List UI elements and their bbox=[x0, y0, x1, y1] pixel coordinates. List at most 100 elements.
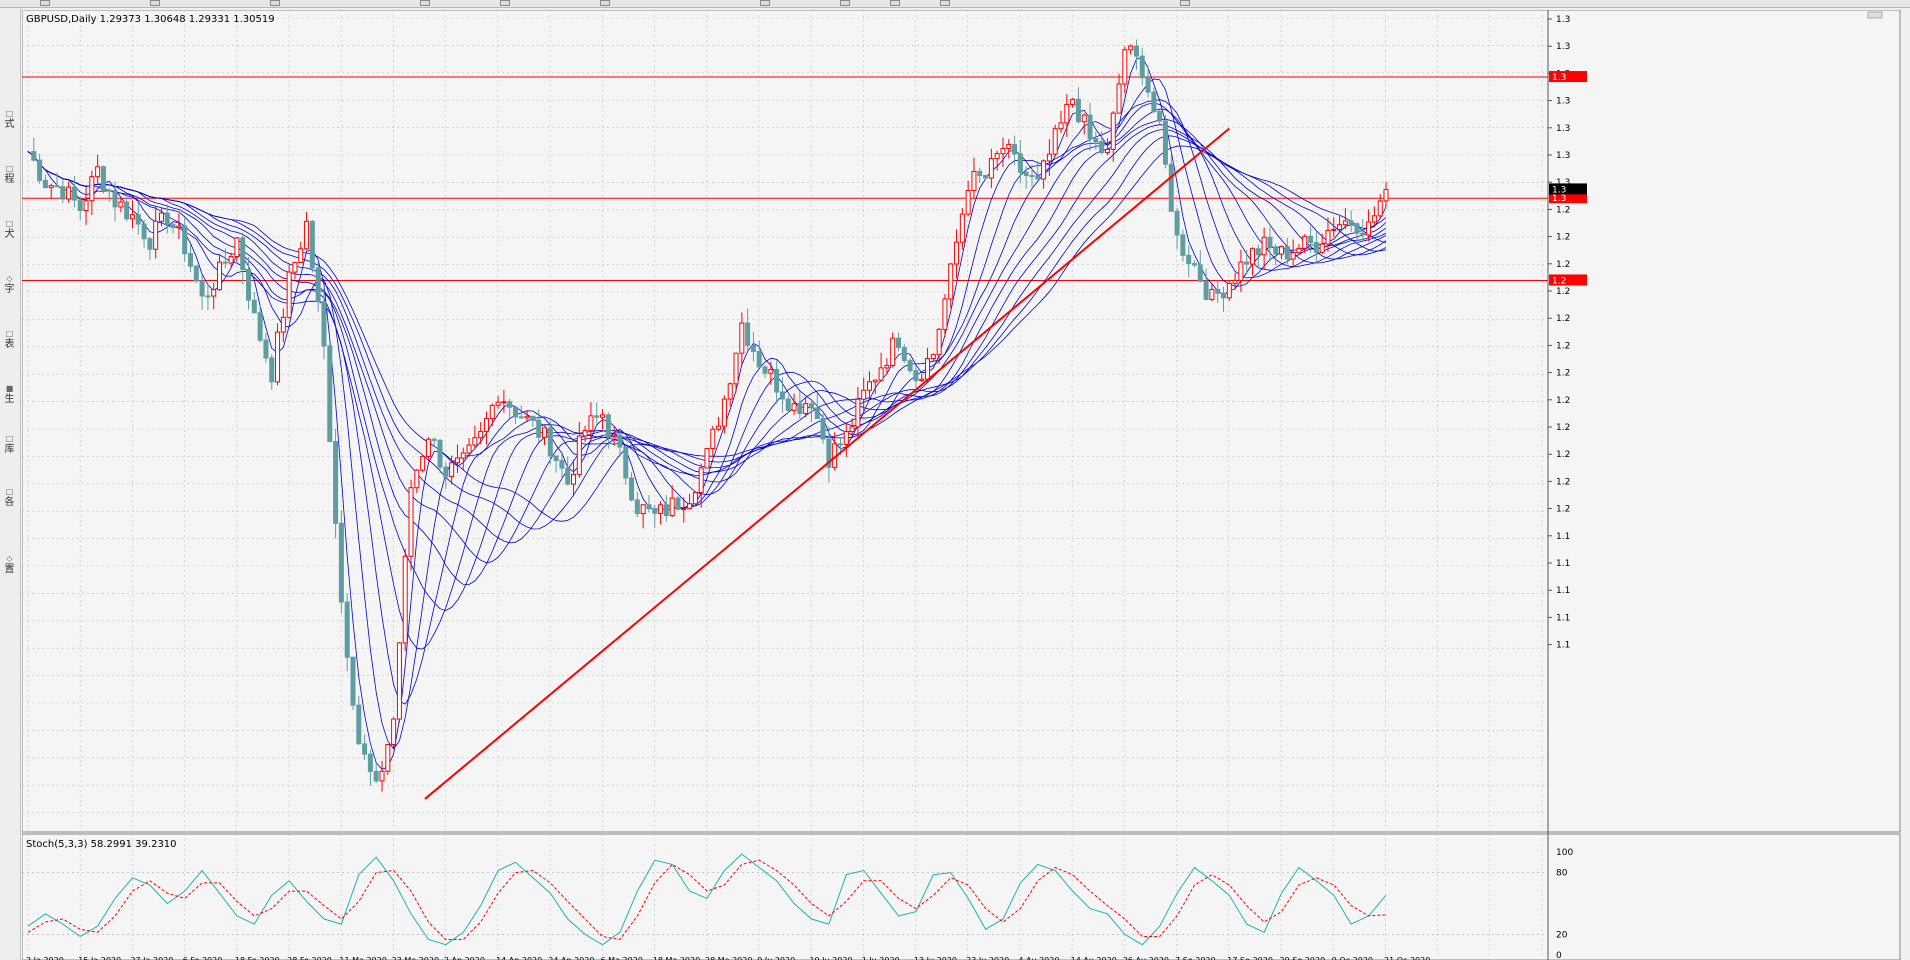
price-tick-label: 1.3 bbox=[1556, 42, 1570, 52]
scroll-handle[interactable] bbox=[1867, 11, 1883, 19]
data-window-icon[interactable] bbox=[500, 0, 510, 6]
trendline-line[interactable] bbox=[424, 127, 1230, 800]
candle bbox=[675, 497, 681, 510]
market-watch-icon[interactable] bbox=[420, 0, 430, 6]
formula-icon: □ bbox=[5, 109, 14, 118]
new-order-icon[interactable] bbox=[760, 0, 770, 6]
price-tick-label: 1.2 bbox=[1556, 477, 1570, 487]
terminal-icon[interactable] bbox=[600, 0, 610, 6]
candle bbox=[489, 404, 495, 420]
candle bbox=[1029, 175, 1035, 178]
candle bbox=[1151, 91, 1157, 112]
candle bbox=[936, 328, 942, 356]
chart-window[interactable]: 1.31.31.31.31.31.31.31.21.21.21.21.21.21… bbox=[22, 10, 1910, 960]
candle bbox=[779, 391, 785, 400]
candle bbox=[443, 466, 449, 478]
sidebar-tab-table[interactable]: □ 表 bbox=[0, 328, 19, 350]
candle bbox=[1342, 220, 1348, 226]
candle bbox=[1058, 122, 1064, 130]
candle bbox=[988, 158, 994, 179]
candle bbox=[1093, 138, 1099, 143]
candle bbox=[1012, 143, 1018, 155]
candle bbox=[95, 166, 101, 178]
candle bbox=[594, 415, 600, 418]
period-icon[interactable] bbox=[1180, 0, 1190, 6]
stochastic-lines bbox=[22, 853, 1548, 946]
trendline[interactable] bbox=[424, 127, 1230, 800]
price-tick-label: 1.1 bbox=[1556, 641, 1570, 651]
candle bbox=[106, 189, 112, 192]
candle bbox=[600, 414, 606, 418]
time-tick-label: 6 Fe 2020 bbox=[183, 956, 223, 960]
candle bbox=[745, 322, 751, 346]
candle bbox=[669, 497, 675, 517]
candle bbox=[837, 443, 843, 446]
candle bbox=[1157, 110, 1163, 122]
price-chart[interactable]: 1.31.31.31.31.31.31.31.21.21.21.21.21.21… bbox=[22, 10, 1910, 960]
candle bbox=[367, 753, 373, 772]
candle bbox=[466, 444, 472, 454]
candle bbox=[762, 366, 768, 374]
candle bbox=[547, 427, 553, 457]
candle bbox=[356, 704, 362, 745]
candle bbox=[948, 263, 954, 300]
candle bbox=[164, 212, 170, 226]
candle bbox=[425, 438, 431, 457]
candle bbox=[414, 469, 420, 489]
sidebar-tab-text[interactable]: ◇ 字 bbox=[0, 273, 19, 295]
price-line-tag-label: 1.3 bbox=[1552, 194, 1566, 204]
sidebar-tab-misc[interactable]: □ 各 bbox=[0, 486, 19, 508]
stoch-axis: 100 80 20 0 bbox=[1556, 848, 1573, 960]
text-icon: ◇ bbox=[6, 274, 13, 283]
candle bbox=[60, 186, 66, 200]
candle bbox=[553, 455, 559, 462]
candle bbox=[1360, 232, 1366, 236]
candle bbox=[385, 743, 391, 772]
time-tick-label: 2 Ja 2020 bbox=[26, 956, 64, 960]
candle bbox=[1366, 221, 1372, 236]
time-tick-label: 21 Oc 2020 bbox=[1384, 956, 1430, 960]
candle bbox=[1064, 103, 1070, 124]
sidebar-tab-expert[interactable]: □ 犬 bbox=[0, 218, 19, 240]
sidebar-tab-script[interactable]: □ 程 bbox=[0, 163, 19, 185]
candle bbox=[1075, 98, 1081, 123]
candle bbox=[733, 352, 739, 385]
candle bbox=[849, 426, 855, 433]
candle bbox=[1273, 246, 1279, 255]
navigator-icon[interactable] bbox=[270, 0, 280, 6]
candle bbox=[495, 401, 501, 406]
candle bbox=[1232, 279, 1238, 284]
new-chart-icon[interactable] bbox=[40, 0, 50, 6]
candle bbox=[100, 166, 106, 191]
sidebar-tab-formula[interactable]: □ 式 bbox=[0, 108, 19, 130]
candle bbox=[402, 555, 408, 644]
candle bbox=[408, 487, 414, 557]
autotrading-icon[interactable] bbox=[840, 0, 850, 6]
candle bbox=[687, 503, 693, 510]
time-tick-label: 23 Ju 2020 bbox=[966, 956, 1009, 960]
stoch-main-line bbox=[27, 853, 1387, 946]
horizontal-lines[interactable] bbox=[22, 76, 1548, 281]
candle bbox=[472, 437, 478, 446]
sidebar-tab-library[interactable]: □ 库 bbox=[0, 433, 19, 455]
stoch-plot-area bbox=[22, 833, 1901, 960]
candle bbox=[1139, 55, 1145, 79]
profiles-icon[interactable] bbox=[150, 0, 160, 6]
candle bbox=[629, 477, 635, 501]
candle bbox=[1226, 282, 1232, 299]
ma-line bbox=[27, 124, 1387, 564]
candle bbox=[124, 201, 130, 220]
left-sidebar: □ 式 □ 程 □ 犬 ◇ 字 □ 表 ■ 生 □ 库 □ 各 ◇ 置 bbox=[0, 8, 21, 960]
candle bbox=[826, 438, 832, 468]
sidebar-tab-generator[interactable]: ■ 生 bbox=[0, 383, 19, 405]
candle bbox=[118, 201, 124, 208]
candle bbox=[959, 213, 965, 243]
sidebar-tab-settings[interactable]: ◇ 置 bbox=[0, 553, 19, 575]
zoom-out-icon[interactable] bbox=[940, 0, 950, 6]
zoom-in-icon[interactable] bbox=[890, 0, 900, 6]
candle bbox=[1308, 235, 1314, 243]
candle bbox=[565, 467, 571, 485]
expert-icon: □ bbox=[5, 219, 14, 228]
candle bbox=[211, 289, 217, 297]
candle bbox=[333, 441, 339, 524]
